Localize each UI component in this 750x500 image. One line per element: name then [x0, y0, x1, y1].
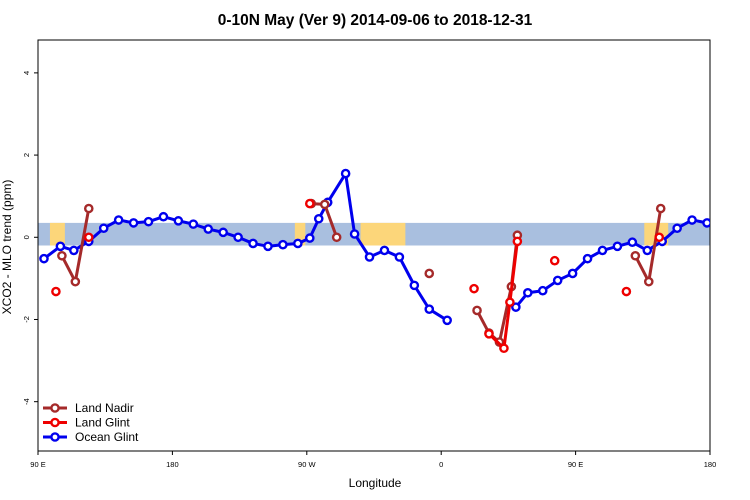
- land-band: [49, 222, 65, 246]
- legend-marker: [50, 417, 60, 428]
- x-tick-label: 90 W: [298, 460, 316, 469]
- data-point: [203, 224, 214, 234]
- data-point: [331, 232, 342, 243]
- data-point: [512, 236, 523, 247]
- data-point: [627, 237, 638, 248]
- data-point: [630, 250, 641, 261]
- data-point: [409, 280, 420, 291]
- background-map-strip: [38, 222, 710, 246]
- x-tick-label: 0: [439, 460, 443, 469]
- data-point: [424, 304, 435, 315]
- data-point: [469, 283, 479, 294]
- x-tick-label: 180: [166, 460, 179, 469]
- y-axis-title: XCO2 - MLO trend (ppm): [0, 180, 14, 315]
- data-point: [511, 302, 521, 312]
- data-point: [484, 329, 494, 339]
- data-point: [505, 297, 515, 308]
- data-point: [143, 216, 154, 227]
- data-point: [188, 219, 199, 229]
- legend-label: Ocean Glint: [75, 430, 139, 444]
- data-point: [158, 211, 169, 222]
- legend-marker: [50, 403, 60, 413]
- data-point: [621, 286, 632, 297]
- data-point: [248, 238, 258, 249]
- data-point: [313, 213, 324, 224]
- data-point: [394, 252, 405, 262]
- data-point: [304, 233, 315, 243]
- series-ocean-glint: [39, 168, 740, 326]
- data-point: [83, 203, 94, 214]
- data-point: [263, 241, 273, 252]
- x-tick-label: 90 E: [568, 460, 583, 469]
- data-point: [379, 245, 390, 256]
- plot-frame: [37, 39, 711, 452]
- y-tick-label: 0: [22, 235, 31, 239]
- data-point: [499, 343, 509, 354]
- data-point: [233, 232, 243, 243]
- data-point: [83, 232, 94, 243]
- data-point: [537, 285, 548, 296]
- data-point: [113, 215, 124, 225]
- data-point: [612, 241, 623, 252]
- data-point: [597, 245, 608, 256]
- data-point: [442, 315, 452, 326]
- data-point: [349, 229, 360, 239]
- chart-title: 0-10N May (Ver 9) 2014-09-06 to 2018-12-…: [218, 12, 533, 29]
- series-line: [487, 239, 519, 350]
- data-point: [549, 255, 560, 266]
- data-point: [51, 286, 61, 297]
- data-point: [655, 203, 666, 214]
- data-point: [304, 198, 315, 209]
- data-point: [218, 227, 228, 238]
- data-point: [293, 238, 303, 249]
- data-point: [654, 232, 665, 243]
- data-point: [523, 287, 533, 298]
- data-point: [319, 199, 330, 210]
- data-point: [567, 268, 578, 279]
- legend-item: Land Glint: [43, 416, 130, 430]
- data-point: [55, 241, 66, 252]
- data-point: [69, 245, 79, 256]
- data-point: [424, 268, 435, 279]
- y-tick-label: 4: [22, 71, 31, 75]
- data-point: [733, 213, 740, 220]
- y-tick-label: -4: [22, 398, 31, 405]
- land-band: [294, 222, 306, 246]
- data-point: [552, 275, 563, 286]
- series-line: [514, 218, 710, 309]
- plot-area: 90 E 180 90 W 0 90 E 180 -4 -2 0 2 4 Land NadirLand…: [22, 39, 740, 469]
- data-point: [57, 250, 67, 261]
- data-point: [39, 253, 49, 264]
- data-point: [582, 253, 593, 264]
- legend-item: Land Nadir: [43, 401, 134, 415]
- data-point: [364, 252, 375, 262]
- data-point: [472, 305, 482, 316]
- data-point: [702, 218, 710, 228]
- x-tick-label: 180: [704, 460, 717, 469]
- y-tick-label: -2: [22, 316, 31, 323]
- data-point: [672, 223, 682, 234]
- data-point: [687, 215, 697, 225]
- legend-label: Land Nadir: [75, 401, 134, 415]
- data-point: [643, 276, 654, 287]
- land-band: [360, 222, 406, 246]
- y-tick-label: 2: [22, 153, 31, 157]
- data-point: [718, 218, 725, 225]
- x-axis-title: Longitude: [349, 476, 402, 490]
- legend-marker: [50, 432, 60, 442]
- series-land-glint: [51, 198, 665, 354]
- data-point: [70, 276, 81, 287]
- legend-item: Ocean Glint: [43, 430, 139, 444]
- data-point: [128, 218, 139, 228]
- data-point: [173, 216, 184, 226]
- data-point: [340, 168, 351, 179]
- data-point: [278, 239, 288, 250]
- x-tick-label: 90 E: [30, 460, 45, 469]
- legend-label: Land Glint: [75, 416, 130, 430]
- data-point: [642, 245, 653, 256]
- data-point: [98, 223, 109, 234]
